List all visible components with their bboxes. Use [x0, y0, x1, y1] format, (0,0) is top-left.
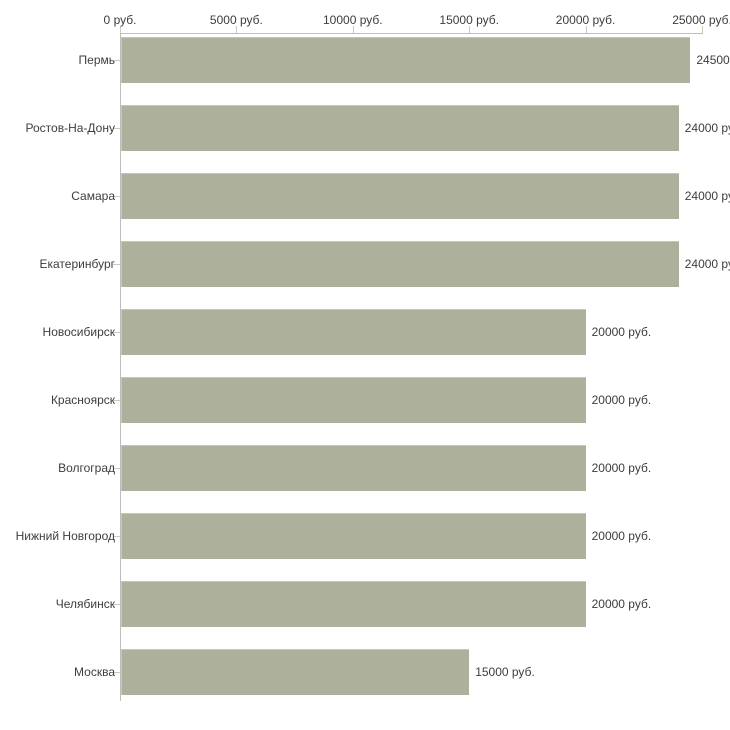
category-label: Нижний Новгород [15, 529, 115, 543]
bar [121, 241, 679, 287]
value-label: 24000 руб. [684, 189, 730, 203]
x-axis-tick-label: 5000 руб. [209, 13, 263, 27]
x-axis-tick [120, 26, 121, 33]
x-axis-tick-label: 0 руб. [103, 13, 137, 27]
value-label: 20000 руб. [591, 597, 652, 611]
category-label: Москва [74, 665, 115, 679]
y-axis-tick [113, 400, 120, 401]
value-label: 20000 руб. [591, 325, 652, 339]
bar [121, 377, 586, 423]
bar [121, 513, 586, 559]
value-label: 20000 руб. [591, 529, 652, 543]
x-axis-tick-label: 15000 руб. [439, 13, 499, 27]
bar [121, 37, 691, 83]
bar [121, 649, 470, 695]
x-axis-line [120, 33, 703, 34]
category-label: Красноярск [50, 393, 115, 407]
value-label: 20000 руб. [591, 393, 652, 407]
bar [121, 581, 586, 627]
category-label: Екатеринбург [39, 257, 116, 271]
x-axis-tick [236, 26, 238, 33]
category-label: Самара [71, 189, 115, 203]
y-axis-tick [113, 264, 120, 265]
category-label: Челябинск [55, 597, 115, 611]
category-label: Ростов-На-Дону [25, 121, 115, 135]
value-label: 20000 руб. [591, 461, 652, 475]
x-axis-tick-label: 10000 руб. [323, 13, 383, 27]
value-label: 24000 руб. [684, 121, 730, 135]
bar [121, 173, 679, 219]
x-axis-tick [469, 26, 471, 33]
y-axis-tick [113, 604, 120, 605]
y-axis-tick [113, 60, 120, 61]
x-axis-tick-label: 25000 руб. [672, 13, 730, 27]
y-axis-tick [113, 468, 120, 469]
bar [121, 445, 586, 491]
bar [121, 105, 679, 151]
y-axis-tick [113, 536, 120, 537]
y-axis-tick [113, 672, 120, 673]
x-axis-tick [352, 26, 354, 33]
value-label: 15000 руб. [475, 665, 535, 679]
category-label: Волгоград [58, 461, 115, 475]
category-label: Новосибирск [42, 325, 115, 339]
value-label: 24000 руб. [684, 257, 730, 271]
category-label: Пермь [78, 53, 115, 67]
x-axis-tick [702, 26, 703, 33]
y-axis-line [120, 33, 121, 701]
y-axis-tick [113, 332, 120, 333]
y-axis-tick [113, 196, 120, 197]
bar [121, 309, 586, 355]
y-axis-tick [113, 128, 120, 129]
value-label: 24500 руб. [696, 53, 730, 67]
x-axis-tick-label: 20000 руб. [555, 13, 616, 27]
x-axis-tick [585, 26, 587, 33]
